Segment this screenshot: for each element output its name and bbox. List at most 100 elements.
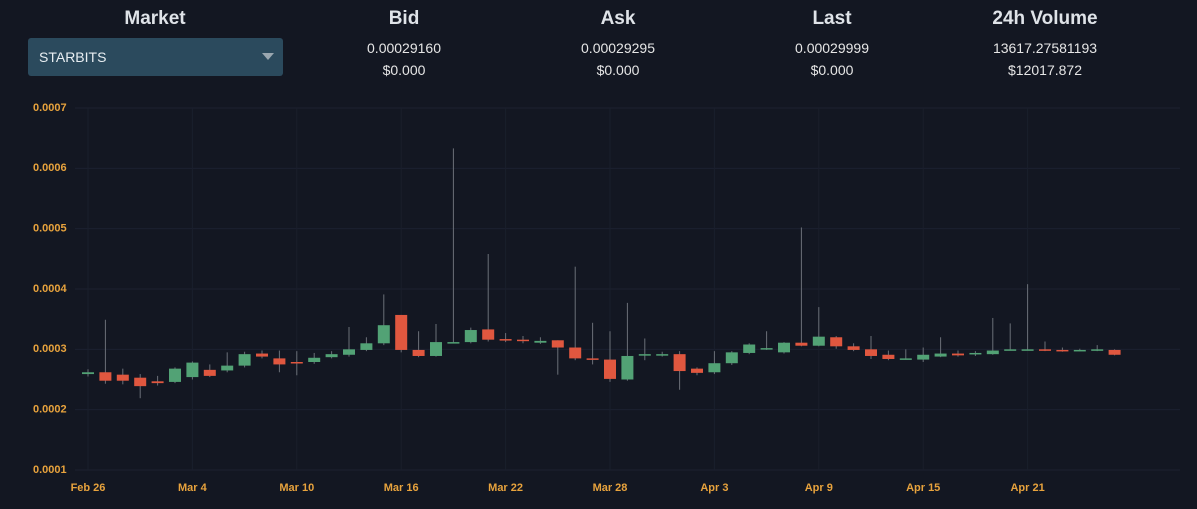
candle-body [325,354,338,358]
candle-body [1004,349,1017,351]
candle-body [656,354,669,356]
candle-body [1039,349,1051,351]
candle-body [534,340,547,343]
y-tick-label: 0.0002 [33,404,67,416]
y-tick-label: 0.0003 [33,343,67,355]
price-column: Ask 0.00029295 $0.000 [518,8,718,78]
candle-body [952,353,964,356]
candle-body [969,352,982,355]
candle-body [464,330,477,343]
candle-body [1108,349,1121,355]
candle-body [221,365,234,371]
x-tick-label: Mar 22 [488,482,523,494]
candle-body [725,352,738,364]
candle-body [447,342,460,344]
x-tick-label: Apr 15 [906,482,940,494]
candle-body [1021,349,1034,351]
price-column: 24h Volume 13617.27581193 $12017.872 [945,8,1145,78]
column-header: 24h Volume [992,8,1098,29]
candle-body [778,342,790,353]
column-header: Last [812,8,852,29]
candle-body [482,329,495,340]
x-tick-label: Mar 10 [279,482,314,494]
x-tick-label: Apr 21 [1010,482,1044,494]
x-tick-label: Mar 16 [384,482,419,494]
column-value: 0.00029999 [795,40,869,56]
column-usd: $0.000 [382,62,426,78]
candle-body [812,336,825,346]
candle-body [238,354,251,366]
candle-body [760,348,773,350]
y-tick-label: 0.0006 [33,162,67,174]
x-tick-label: Mar 28 [593,482,628,494]
candle-body [395,314,408,350]
candle-body [899,358,912,360]
candle-body [586,358,599,360]
candle-body [169,368,181,382]
candle-body [116,374,129,381]
y-tick-label: 0.0007 [33,102,67,114]
column-usd: $0.000 [810,62,854,78]
column-value: 0.00029160 [367,40,441,56]
candle-body [134,377,147,387]
x-tick-label: Mar 4 [178,482,208,494]
candle-body [830,337,843,347]
candle-body [865,349,877,356]
candle-body [569,347,582,359]
candle-body [621,355,634,380]
candle-body [743,344,756,353]
column-header: Bid [388,8,420,29]
column-usd: $12017.872 [1008,62,1082,78]
candle-body [638,354,651,356]
market-select[interactable]: STARBITS [28,38,283,76]
market-column: Market [55,8,255,32]
candle-body [986,350,999,355]
candle-body [1091,349,1104,351]
candle-body [430,342,442,356]
candle-body [256,353,268,357]
candle-body [360,343,373,350]
candle-body [290,362,303,364]
candle-body [604,359,616,379]
x-tick-label: Feb 26 [71,482,106,494]
market-header: Market [124,8,186,29]
candle-body [203,369,216,376]
dropdown-caret [262,53,274,60]
candle-body [708,363,721,373]
y-tick-label: 0.0004 [33,283,68,295]
column-value: 13617.27581193 [992,40,1098,56]
candle-body [99,372,112,381]
x-tick-label: Apr 3 [700,482,728,494]
candle-body [673,354,686,372]
price-column: Last 0.00029999 $0.000 [732,8,932,78]
column-usd: $0.000 [596,62,640,78]
candle-body [412,349,425,356]
candle-body [691,368,703,373]
candle-body [377,325,390,344]
y-tick-label: 0.0005 [33,223,67,235]
price-column: Bid 0.00029160 $0.000 [304,8,504,78]
candle-body [934,353,947,357]
candle-body [795,342,808,346]
candle-body [273,358,286,365]
candle-body [917,354,930,360]
candle-body [1056,349,1069,352]
x-tick-label: Apr 9 [805,482,833,494]
candle-body [82,372,94,375]
candle-body [151,381,164,384]
candle-body [847,346,860,350]
candle-body [517,339,529,342]
column-value: 0.00029295 [581,40,655,56]
market-selected: STARBITS [39,49,107,65]
candle-body [882,354,895,359]
candle-body [308,357,321,363]
candle-body [186,362,199,378]
candle-body [499,339,512,341]
column-header: Ask [600,8,636,29]
candle-body [1073,349,1086,352]
candle-body [551,340,564,348]
y-tick-label: 0.0001 [33,464,67,476]
candle-body [343,349,355,355]
